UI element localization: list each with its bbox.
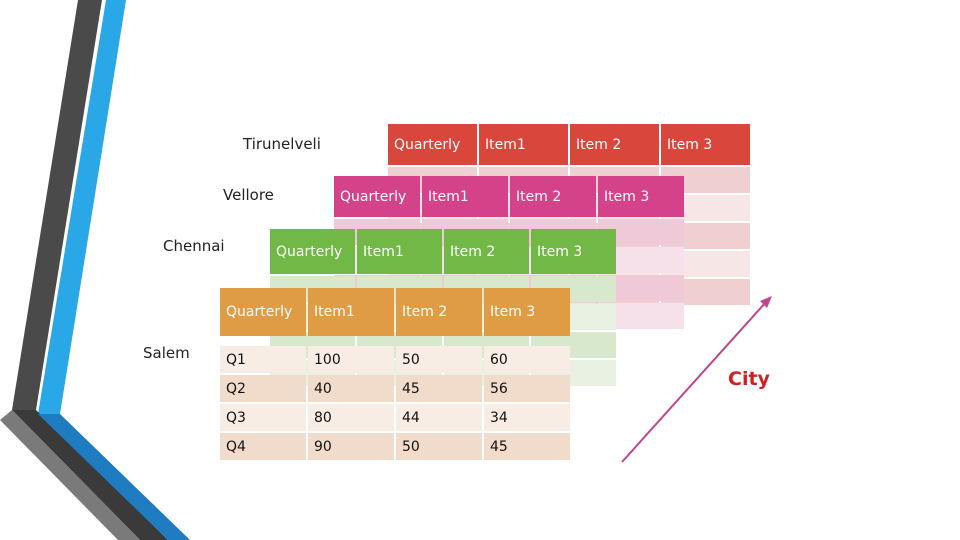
cell-item3: 60 <box>484 346 570 373</box>
cell-item2: 44 <box>396 404 482 431</box>
cell-item3: 34 <box>484 404 570 431</box>
cell-item1: 80 <box>308 404 394 431</box>
city-label-chennai: Chennai <box>163 237 225 255</box>
city-axis-arrow-line <box>621 301 767 463</box>
header-item3: Item 3 <box>484 288 570 336</box>
cell-quarter: Q1 <box>220 346 306 373</box>
stripe-dark <box>12 410 168 540</box>
cell-item1: 100 <box>308 346 394 373</box>
header-item3: Item 3 <box>598 176 684 217</box>
header-item2: Item 2 <box>444 229 529 274</box>
header-item3: Item 3 <box>531 229 616 274</box>
cell-item2: 50 <box>396 433 482 460</box>
table-row <box>220 338 570 344</box>
header-quarterly: Quarterly <box>388 124 477 165</box>
stripe-blue-bottom <box>38 414 190 540</box>
header-item1: Item1 <box>479 124 568 165</box>
table-header-row: Quarterly Item1 Item 2 Item 3 <box>220 288 570 336</box>
city-label-salem: Salem <box>143 344 190 362</box>
cell-item1: 40 <box>308 375 394 402</box>
header-quarterly: Quarterly <box>270 229 355 274</box>
header-item2: Item 2 <box>510 176 596 217</box>
table-header-row: Quarterly Item1 Item 2 Item 3 <box>270 229 616 274</box>
table-row-q3: Q3 80 44 34 <box>220 404 570 431</box>
table-salem: Quarterly Item1 Item 2 Item 3 Q1 100 50 … <box>218 286 572 462</box>
header-item1: Item1 <box>357 229 442 274</box>
cell-quarter: Q2 <box>220 375 306 402</box>
table-header-row: Quarterly Item1 Item 2 Item 3 <box>388 124 750 165</box>
cell-item3: 56 <box>484 375 570 402</box>
header-item1: Item1 <box>422 176 508 217</box>
table-row-q1: Q1 100 50 60 <box>220 346 570 373</box>
header-quarterly: Quarterly <box>334 176 420 217</box>
cell-quarter: Q4 <box>220 433 306 460</box>
stripe-gray <box>12 0 102 410</box>
city-label-tirunelveli: Tirunelveli <box>243 135 321 153</box>
header-item2: Item 2 <box>570 124 659 165</box>
cell-quarter: Q3 <box>220 404 306 431</box>
stripe-gray-bottom <box>0 410 140 540</box>
header-item3: Item 3 <box>661 124 750 165</box>
header-item1: Item1 <box>308 288 394 336</box>
table-header-row: Quarterly Item1 Item 2 Item 3 <box>334 176 684 217</box>
city-axis-arrowhead <box>760 296 772 308</box>
cell-item2: 45 <box>396 375 482 402</box>
stripe-blue <box>38 0 126 414</box>
city-axis-label: City <box>728 368 770 390</box>
table-row-q4: Q4 90 50 45 <box>220 433 570 460</box>
cell-item3: 45 <box>484 433 570 460</box>
table-row-q2: Q2 40 45 56 <box>220 375 570 402</box>
cell-item2: 50 <box>396 346 482 373</box>
city-label-vellore: Vellore <box>223 186 274 204</box>
table-spacer <box>220 338 570 344</box>
header-item2: Item 2 <box>396 288 482 336</box>
cell-item1: 90 <box>308 433 394 460</box>
header-quarterly: Quarterly <box>220 288 306 336</box>
